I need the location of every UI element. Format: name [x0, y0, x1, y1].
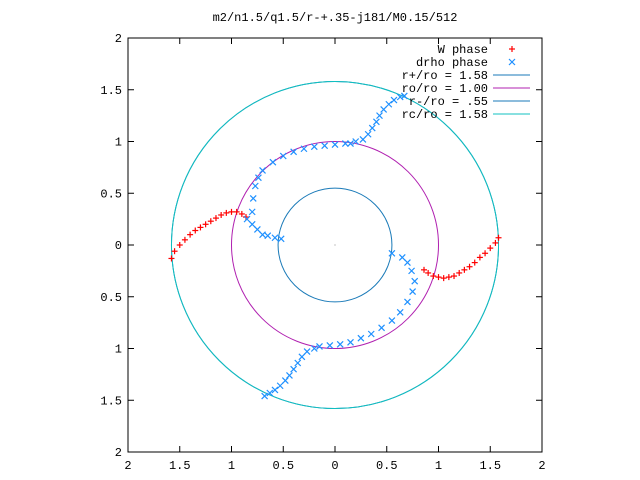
drho-phase-point	[277, 235, 285, 243]
drho-phase-point	[380, 105, 388, 113]
drho-phase-point	[281, 377, 289, 385]
drho-phase-point	[254, 174, 262, 182]
drho-phase-point	[341, 140, 349, 147]
drho-phase-point	[259, 167, 266, 174]
x-tick-label: 2	[538, 459, 545, 473]
drho-phase-point	[279, 152, 287, 160]
legend-label: ro/ro = 1.00	[402, 82, 488, 96]
drho-phase-point	[347, 140, 354, 147]
y-tick-label: 1.5	[100, 84, 122, 98]
drho-phase-point	[300, 145, 308, 153]
drho-phase-point	[409, 288, 417, 295]
x-tick-label: 1	[435, 459, 442, 473]
drho-phase-point	[326, 341, 334, 349]
legend-label: r-/ro = .55	[409, 95, 488, 109]
drho-phase-point	[321, 142, 329, 150]
chart-title: m2/n1.5/q1.5/r-+.35-j181/M0.15/512	[213, 11, 458, 25]
drho-phase-point	[290, 365, 298, 373]
drho-phase-point	[298, 353, 306, 361]
drho-phase-point	[404, 298, 411, 306]
drho-phase-point	[400, 92, 408, 100]
x-tick-label: 1.5	[169, 459, 191, 473]
drho-phase-point	[396, 93, 404, 101]
data-points	[168, 92, 502, 400]
axis-ticks: 2 1.5 1 0.5 0 0.5 1 1.5 221.510.500.511.52	[100, 32, 545, 473]
drho-phase-point	[303, 348, 311, 356]
drho-phase-point	[364, 130, 372, 138]
drho-phase-point	[249, 195, 257, 202]
drho-phase-point	[336, 340, 344, 348]
y-tick-label: 0.5	[100, 291, 122, 305]
y-tick-label: 0.5	[100, 187, 122, 201]
y-tick-label: 1.5	[100, 394, 122, 408]
legend-label: rc/ro = 1.58	[402, 108, 488, 122]
drho-phase-point	[310, 345, 318, 352]
drho-phase-point	[294, 359, 302, 367]
drho-phase-point	[408, 267, 416, 275]
drho-phase-point	[390, 96, 398, 104]
drho-phase-point	[310, 143, 318, 151]
x-tick-label: 0	[331, 459, 338, 473]
drho-phase-point	[368, 124, 376, 132]
drho-phase-point	[347, 338, 354, 346]
drho-phase-point	[376, 112, 383, 120]
x-tick-label: 0.5	[376, 459, 398, 473]
legend-label: drho phase	[416, 56, 488, 70]
x-tick-label: 2	[124, 459, 131, 473]
legend-label: W phase	[438, 43, 488, 57]
drho-phase-point	[372, 118, 380, 126]
reference-circle	[277, 187, 393, 303]
drho-phase-point	[264, 232, 272, 240]
y-tick-label: 2	[115, 446, 122, 460]
drho-phase-point	[248, 220, 256, 228]
drho-phase-point	[248, 208, 256, 216]
reference-circle	[231, 141, 439, 349]
origin-dot	[334, 244, 336, 246]
drho-phase-point	[378, 324, 385, 332]
x-tick-label: 0.5	[272, 459, 294, 473]
drho-phase-point	[259, 231, 266, 239]
y-tick-label: 2	[115, 32, 122, 46]
x-tick-label: 1	[228, 459, 235, 473]
drho-phase-point	[261, 392, 269, 400]
drho-phase-point	[266, 389, 274, 397]
drho-phase-point	[398, 253, 406, 261]
drho-phase-point	[404, 259, 411, 267]
drho-phase-point	[276, 382, 284, 390]
drho-phase-point	[411, 277, 419, 285]
y-tick-label: 1	[115, 136, 122, 150]
y-tick-label: 1	[115, 343, 122, 357]
legend-label: r+/ro = 1.58	[402, 69, 488, 83]
drho-phase-point	[396, 308, 404, 316]
drho-phase-point	[357, 334, 365, 342]
drho-phase-point	[367, 330, 375, 338]
y-tick-label: 0	[115, 239, 122, 253]
drho-phase-point	[508, 58, 516, 66]
drho-phase-point	[253, 226, 261, 233]
drho-phase-point	[352, 138, 360, 145]
drho-phase-point	[359, 136, 367, 143]
drho-phase-point	[269, 158, 277, 166]
drho-phase-point	[243, 215, 251, 223]
reference-circle	[170, 80, 500, 410]
drho-phase-point	[251, 182, 259, 190]
drho-phase-point	[290, 148, 298, 156]
drho-phase-point	[286, 371, 293, 379]
reference-circles	[170, 80, 500, 410]
drho-phase-point	[331, 141, 339, 149]
drho-phase-point	[385, 100, 393, 108]
drho-phase-point	[271, 386, 279, 394]
drho-phase-point	[388, 249, 396, 257]
drho-phase-point	[316, 343, 323, 350]
drho-phase-point	[271, 234, 279, 242]
x-tick-label: 1.5	[479, 459, 501, 473]
drho-phase-point	[388, 317, 396, 324]
